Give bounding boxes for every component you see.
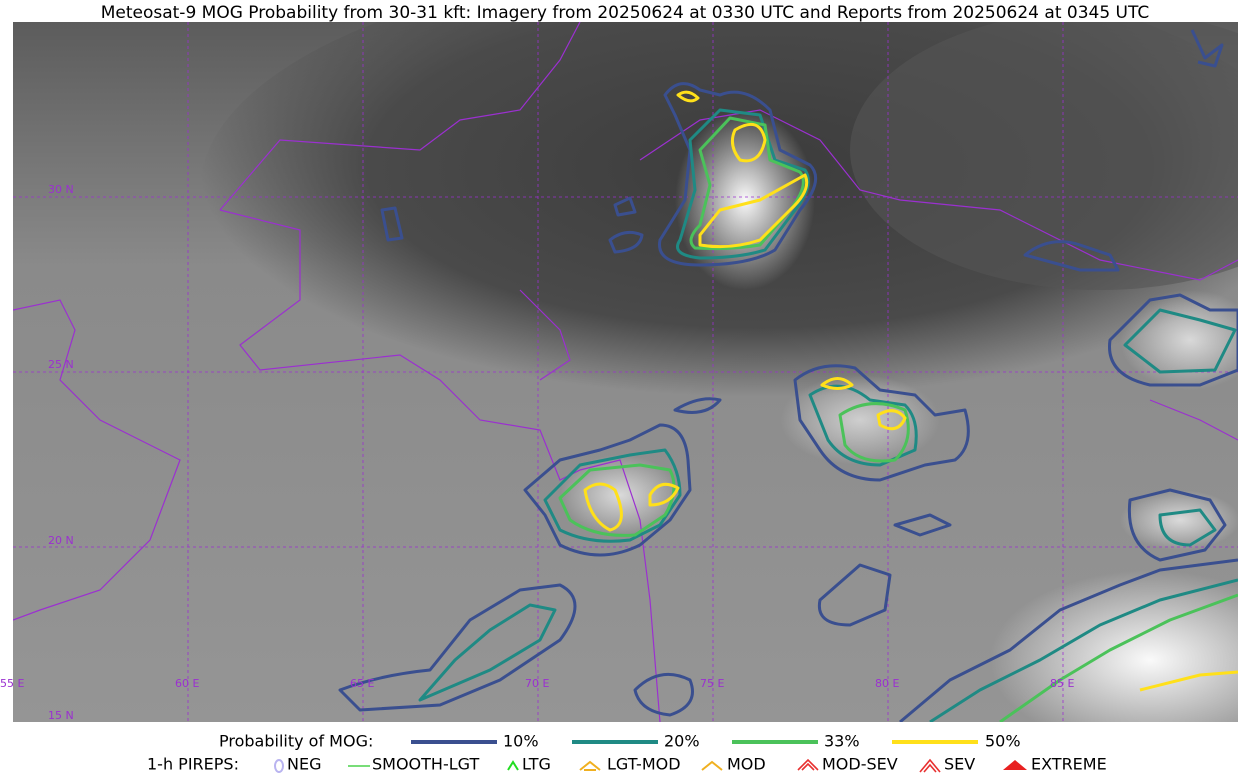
legend-entry: 20% bbox=[664, 732, 700, 751]
sev-icon bbox=[919, 758, 941, 773]
lat-label: 25 N bbox=[48, 358, 74, 371]
legend-entry: SEV bbox=[944, 755, 975, 774]
lon-label: 60 E bbox=[175, 677, 199, 690]
legend-entry: 50% bbox=[985, 732, 1021, 751]
neg-icon bbox=[274, 759, 284, 773]
satellite-map bbox=[13, 22, 1238, 722]
extreme-icon bbox=[1003, 760, 1027, 770]
lon-label: 55 E bbox=[0, 677, 24, 690]
lon-label: 80 E bbox=[875, 677, 899, 690]
title: Meteosat-9 MOG Probability from 30-31 kf… bbox=[101, 3, 1150, 23]
ltg-icon bbox=[507, 760, 519, 771]
mod-icon bbox=[701, 760, 723, 771]
legend-entry: 10% bbox=[503, 732, 539, 751]
lon-label: 70 E bbox=[525, 677, 549, 690]
legend-entry: MOD-SEV bbox=[822, 755, 898, 774]
lgt-mod-icon bbox=[579, 760, 601, 771]
lon-label: 75 E bbox=[700, 677, 724, 690]
legend-title: Probability of MOG: bbox=[219, 732, 373, 751]
legend-entry: NEG bbox=[287, 755, 321, 774]
lat-label: 20 N bbox=[48, 534, 74, 547]
legend-entry: 33% bbox=[824, 732, 860, 751]
legend-title: 1-h PIREPS: bbox=[147, 755, 239, 774]
mod-sev-icon bbox=[797, 758, 819, 771]
grid bbox=[13, 22, 1238, 722]
legend-entry: SMOOTH-LGT bbox=[372, 755, 479, 774]
grid-labels: 30 N 25 N 20 N 15 N 55 E 60 E 65 E 70 E … bbox=[0, 183, 1074, 722]
legend-entry: EXTREME bbox=[1031, 755, 1107, 774]
contours bbox=[338, 29, 1238, 722]
lon-label: 85 E bbox=[1050, 677, 1074, 690]
lat-label: 15 N bbox=[48, 709, 74, 722]
legend: Probability of MOG: 10% 20% 33% 50% 1-h … bbox=[147, 732, 1107, 774]
legend-entry: LTG bbox=[522, 755, 551, 774]
lon-label: 65 E bbox=[350, 677, 374, 690]
legend-entry: MOD bbox=[727, 755, 766, 774]
legend-entry: LGT-MOD bbox=[607, 755, 681, 774]
lat-label: 30 N bbox=[48, 183, 74, 196]
